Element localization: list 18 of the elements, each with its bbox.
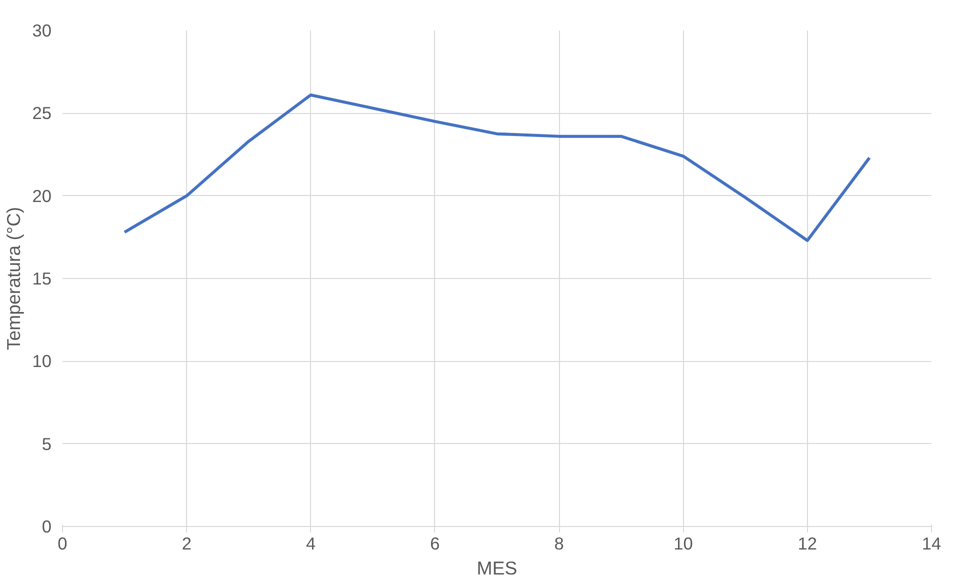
x-tick-label: 8 [554, 534, 564, 554]
x-tick-label: 0 [58, 534, 68, 554]
x-axis-title: MES [476, 558, 518, 578]
y-tick-label: 25 [32, 103, 52, 124]
x-tick-label: 6 [430, 534, 440, 554]
line-series [123, 93, 871, 242]
y-tick-label: 30 [32, 20, 52, 40]
y-axis-title: Temperatura (°C) [3, 206, 24, 350]
x-tick-label: 12 [798, 534, 817, 554]
x-tick-label: 14 [922, 534, 942, 554]
y-tick-label: 5 [42, 434, 52, 454]
x-tick-label: 10 [674, 534, 693, 554]
x-tick-label: 4 [306, 534, 316, 554]
y-tick-label: 15 [32, 268, 52, 288]
y-tick-label: 0 [42, 516, 52, 536]
y-tick-label: 10 [32, 351, 52, 372]
y-tick-label: 20 [32, 186, 52, 206]
x-tick-label: 2 [182, 534, 192, 554]
